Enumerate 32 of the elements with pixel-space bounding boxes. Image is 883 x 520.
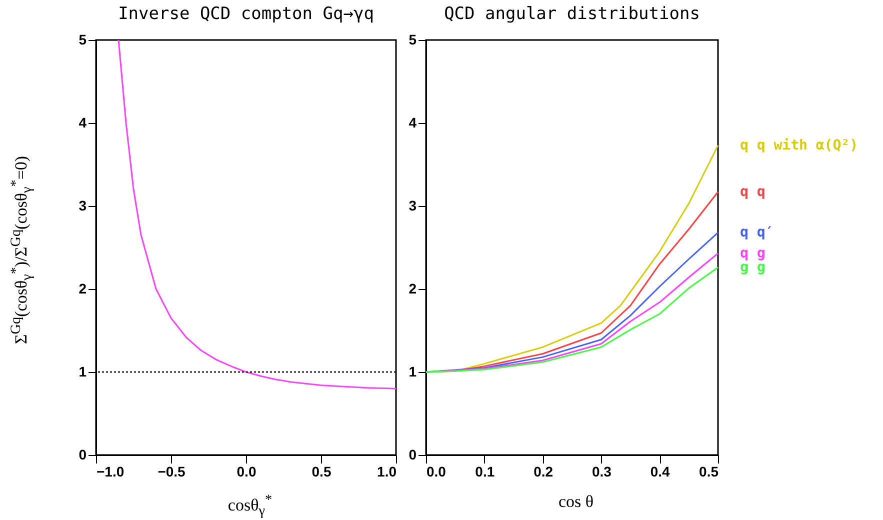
x-tick-label: 0.2 [534,464,554,480]
y-tick-label: 2 [408,280,417,296]
y-tick-label: 3 [408,198,417,214]
x-tick-label: 0.0 [426,464,446,480]
x-tick-label: 0.1 [475,464,495,480]
x-tick-label: 0.0 [236,464,256,480]
y-tick-label: 0 [408,446,417,462]
chart-title: Inverse QCD compton Gq→γq [118,4,374,24]
series-label: q q′ [740,224,774,241]
y-tick-label: 3 [78,198,87,214]
y-tick-label: 2 [78,280,87,296]
x-tick-label: −1.0 [96,464,124,480]
x-tick-label: 0.5 [312,464,332,480]
y-tick-label: 0 [78,446,87,462]
y-tick-label: 5 [78,32,87,48]
series-label: q q [740,184,766,200]
series-label: q g [740,245,766,262]
series-label: g g [740,259,766,276]
chart-title: QCD angular distributions [444,4,700,24]
x-tick-label: 1.0 [377,464,397,480]
x-tick-label: 0.3 [592,464,612,480]
x-tick-label: 0.4 [650,464,670,480]
series-label: q q with α(Q²) [740,137,858,154]
y-tick-label: 1 [78,364,87,380]
y-tick-label: 5 [408,32,417,48]
line-series [118,39,397,390]
x-tick-label: 0.5 [699,464,719,480]
y-tick-label: 4 [78,114,87,130]
y-tick-label: 1 [408,364,417,380]
x-tick-label: −0.5 [158,464,186,480]
y-tick-label: 4 [408,114,417,130]
x-axis-title: cos θ [558,492,594,512]
